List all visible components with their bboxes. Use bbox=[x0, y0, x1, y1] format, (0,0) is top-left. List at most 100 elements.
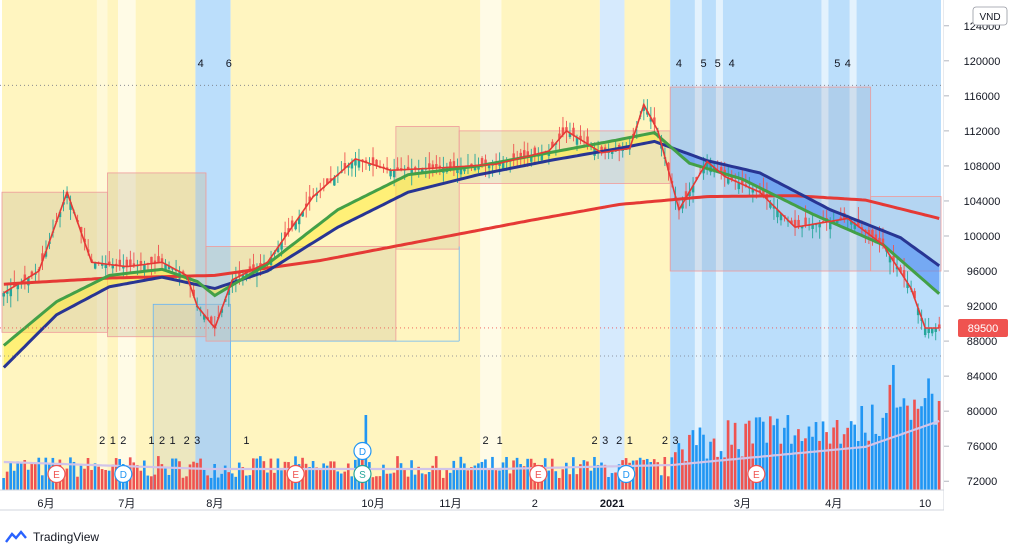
volume-bar bbox=[793, 435, 797, 490]
y-tick-label: 116000 bbox=[964, 91, 1000, 103]
background-band bbox=[107, 0, 119, 490]
candle-body bbox=[192, 289, 195, 296]
candle-body bbox=[347, 165, 350, 168]
volume-bar bbox=[586, 461, 589, 490]
x-tick-label: 10月 bbox=[361, 498, 384, 510]
volume-bar bbox=[216, 477, 220, 490]
volume-bar bbox=[244, 475, 248, 490]
tradingview-brand[interactable]: TradingView bbox=[4, 528, 99, 546]
volume-bar bbox=[336, 471, 340, 490]
candle-body bbox=[399, 168, 403, 170]
top-marker: 4 bbox=[845, 58, 851, 70]
markers: 4 6 4 5 5 4 5 42 1 2 1 2 1 2 3 1 2 1 2 3 2 1 2 3E D EDS E D E bbox=[47, 58, 851, 484]
event-badge bbox=[529, 464, 548, 484]
candle-body bbox=[811, 224, 814, 229]
volume-bar bbox=[821, 421, 825, 490]
event-badge bbox=[353, 441, 372, 461]
candle-body bbox=[667, 162, 670, 171]
bottom-marker: 2 bbox=[592, 435, 598, 447]
volume-bar bbox=[853, 424, 857, 490]
candle-body bbox=[69, 202, 72, 210]
volume-bar bbox=[111, 464, 114, 490]
candle-body bbox=[892, 255, 895, 262]
volume-bar bbox=[691, 430, 695, 490]
candle-body bbox=[371, 157, 375, 165]
volume-bar bbox=[160, 464, 164, 490]
volume-bar bbox=[455, 468, 459, 490]
candle-body bbox=[874, 234, 878, 240]
candle-body bbox=[157, 256, 160, 263]
highlight-stripe bbox=[694, 0, 702, 490]
y-tick-label: 80000 bbox=[967, 406, 998, 418]
candle-body bbox=[512, 153, 515, 160]
volume-bar bbox=[399, 463, 403, 490]
volume-bar bbox=[515, 457, 519, 490]
volume-bar bbox=[494, 470, 498, 490]
candle-body bbox=[850, 221, 853, 225]
volume-bar bbox=[870, 404, 874, 490]
candle-body bbox=[530, 155, 533, 162]
volume-bar bbox=[181, 477, 185, 490]
volume-bar bbox=[262, 461, 266, 490]
y-tick-label: 92000 bbox=[967, 301, 998, 313]
x-tick-label: 6月 bbox=[37, 498, 54, 510]
volume-bar bbox=[40, 475, 44, 490]
volume-bar bbox=[62, 474, 65, 490]
candle-body bbox=[519, 152, 522, 159]
candle-body bbox=[906, 283, 909, 289]
candle-body bbox=[294, 221, 297, 230]
candle-body bbox=[143, 264, 146, 273]
candle-body bbox=[111, 264, 115, 269]
volume-bar bbox=[589, 470, 593, 490]
volume-bar bbox=[818, 440, 821, 490]
candle-body bbox=[421, 168, 424, 173]
volume-bar bbox=[150, 476, 153, 490]
volume-ma-line bbox=[3, 419, 940, 471]
candle-body bbox=[712, 167, 716, 171]
candle-body bbox=[326, 178, 329, 185]
event-badge bbox=[353, 464, 372, 484]
candle-body bbox=[705, 161, 709, 167]
event-badge-label: E bbox=[535, 470, 542, 481]
axes: 1240001200001160001120001080001040001000… bbox=[0, 0, 1008, 511]
ma-line-fast bbox=[3, 102, 940, 330]
volume-bar bbox=[916, 408, 920, 490]
candle-body bbox=[684, 191, 688, 198]
volume-bar bbox=[906, 405, 909, 490]
candle-body bbox=[245, 272, 248, 277]
y-tick-label: 76000 bbox=[967, 441, 998, 453]
volume-bar bbox=[730, 444, 733, 490]
volume-bar bbox=[772, 425, 776, 490]
candle-body bbox=[139, 260, 143, 265]
candle-body bbox=[653, 117, 656, 125]
volume-bar bbox=[737, 449, 740, 490]
volume-bar bbox=[5, 471, 9, 490]
candle-body bbox=[800, 226, 804, 229]
volume-bar bbox=[241, 467, 245, 490]
ma-line-green bbox=[2, 130, 941, 347]
volume-bar bbox=[550, 458, 554, 490]
candle-body bbox=[354, 158, 357, 166]
bottom-marker: 1 bbox=[170, 435, 176, 447]
candle-body bbox=[435, 164, 438, 169]
volume-bar bbox=[171, 458, 174, 490]
candle-body bbox=[938, 324, 941, 328]
volume-bar bbox=[9, 461, 12, 490]
volume-bar bbox=[280, 470, 283, 490]
currency-label: VND bbox=[979, 12, 1000, 23]
candle-body bbox=[572, 127, 575, 136]
volume-bar bbox=[652, 459, 656, 490]
volume-bar bbox=[311, 461, 315, 490]
volume-bar bbox=[695, 445, 698, 490]
volume-bar bbox=[463, 463, 466, 490]
volume-bar bbox=[44, 457, 48, 490]
event-badge-label: D bbox=[120, 470, 127, 481]
x-tick-label: 2 bbox=[532, 498, 538, 510]
candle-body bbox=[772, 206, 776, 209]
volume-bar bbox=[885, 412, 888, 490]
y-tick-label: 100000 bbox=[964, 231, 1001, 243]
volume-bar bbox=[786, 415, 790, 490]
volume-bar bbox=[607, 477, 610, 490]
candle-body bbox=[769, 202, 772, 208]
